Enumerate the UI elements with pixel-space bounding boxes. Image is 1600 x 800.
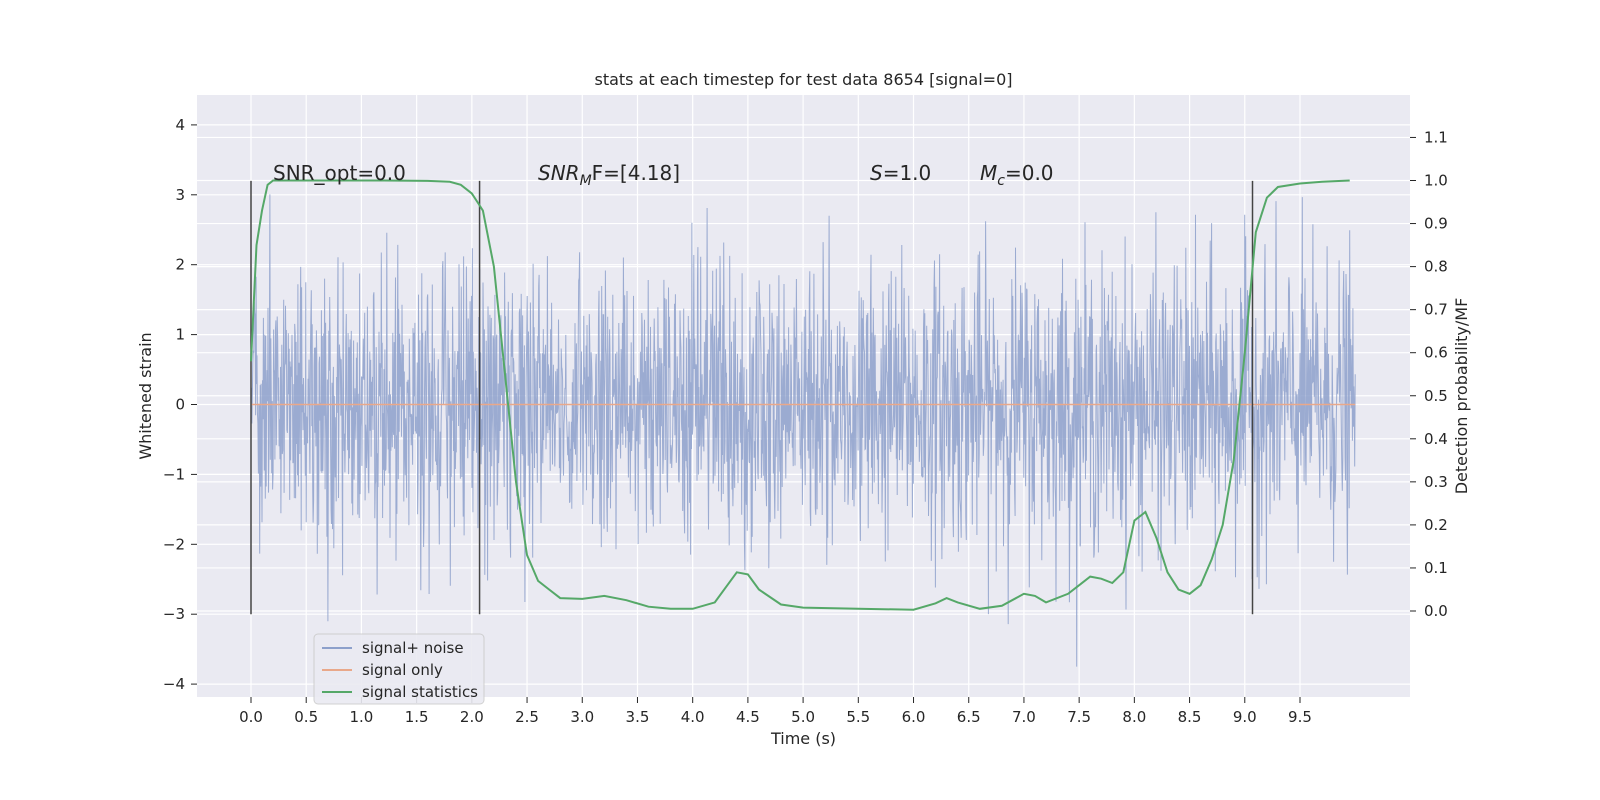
right-axis-label: Detection probability/MF bbox=[1452, 298, 1471, 495]
x-tick-label: 0.5 bbox=[294, 708, 318, 726]
series-signal-noise-line bbox=[250, 194, 1356, 667]
series-signal-statistics-line bbox=[250, 179, 1350, 611]
series-signal-noise bbox=[250, 194, 1356, 667]
right-tick-label: 1.1 bbox=[1424, 128, 1448, 146]
x-tick-label: 7.5 bbox=[1067, 708, 1091, 726]
x-tick-label: 1.0 bbox=[349, 708, 373, 726]
y-tick-label: −3 bbox=[163, 605, 185, 623]
right-axis-ticks: 1.1 1.0 0.9 0.8 0.7 0.6 0.5 0.4 0.3 0.2 0.1 0.0 bbox=[1410, 128, 1448, 620]
right-tick-label: 0.6 bbox=[1424, 344, 1448, 362]
x-tick-label: 8.5 bbox=[1178, 708, 1202, 726]
x-tick-label: 6.5 bbox=[957, 708, 981, 726]
annotation-1: SNRMF=[4.18] bbox=[538, 161, 680, 189]
x-tick-label: 2.0 bbox=[460, 708, 484, 726]
annotations: SNR_opt=0.0 SNRMF=[4.18] S=1.0 Mc=0.0 bbox=[273, 161, 1054, 189]
annotation-0: SNR_opt=0.0 bbox=[273, 161, 406, 185]
x-tick-label: 4.0 bbox=[681, 708, 705, 726]
x-tick-label: 6.0 bbox=[902, 708, 926, 726]
right-tick-label: 0.3 bbox=[1424, 473, 1448, 491]
annotation-2: S=1.0 bbox=[870, 161, 931, 185]
y-tick-label: 1 bbox=[175, 326, 185, 344]
x-tick-label: 9.5 bbox=[1288, 708, 1312, 726]
y-tick-label: 2 bbox=[175, 256, 185, 274]
x-axis-label: Time (s) bbox=[770, 729, 836, 748]
right-tick-label: 0.5 bbox=[1424, 387, 1448, 405]
right-tick-label: 0.7 bbox=[1424, 301, 1448, 319]
legend-label: signal only bbox=[362, 661, 443, 679]
x-tick-label: 3.0 bbox=[570, 708, 594, 726]
x-tick-label: 8.0 bbox=[1122, 708, 1146, 726]
x-tick-label: 3.5 bbox=[626, 708, 650, 726]
legend-label: signal statistics bbox=[362, 683, 478, 701]
y-axis-ticks: 4 3 2 1 0 −1 −2 −3 −4 bbox=[163, 116, 197, 693]
x-tick-label: 2.5 bbox=[515, 708, 539, 726]
y-tick-label: −4 bbox=[163, 675, 185, 693]
y-tick-label: −1 bbox=[163, 465, 185, 483]
right-tick-label: 0.9 bbox=[1424, 215, 1448, 233]
x-tick-label: 1.5 bbox=[405, 708, 429, 726]
x-tick-label: 5.5 bbox=[846, 708, 870, 726]
right-tick-label: 0.2 bbox=[1424, 516, 1448, 534]
right-tick-label: 0.0 bbox=[1424, 602, 1448, 620]
x-tick-label: 7.0 bbox=[1012, 708, 1036, 726]
right-tick-label: 0.8 bbox=[1424, 258, 1448, 276]
y-tick-label: −2 bbox=[163, 535, 185, 553]
y-axis-label: Whitened strain bbox=[136, 332, 155, 459]
annotation-3: Mc=0.0 bbox=[980, 161, 1054, 189]
series-signal-statistics bbox=[250, 179, 1350, 611]
x-axis-ticks: 0.0 0.5 1.0 1.5 2.0 2.5 3.0 3.5 4.0 4.5 5.0 5.5 6.0 6… bbox=[239, 697, 1312, 726]
x-tick-label: 9.0 bbox=[1233, 708, 1257, 726]
y-tick-label: 3 bbox=[175, 186, 185, 204]
chart-title: stats at each timestep for test data 865… bbox=[594, 70, 1012, 89]
right-tick-label: 0.4 bbox=[1424, 430, 1448, 448]
y-tick-label: 4 bbox=[175, 116, 185, 134]
x-tick-label: 0.0 bbox=[239, 708, 263, 726]
right-tick-label: 0.1 bbox=[1424, 559, 1448, 577]
y-tick-label: 0 bbox=[175, 396, 185, 414]
region-markers bbox=[250, 180, 1254, 615]
legend-label: signal+ noise bbox=[362, 639, 464, 657]
x-tick-label: 5.0 bbox=[791, 708, 815, 726]
x-tick-label: 4.5 bbox=[736, 708, 760, 726]
right-tick-label: 1.0 bbox=[1424, 172, 1448, 190]
legend: signal+ noise signal only signal statistic… bbox=[313, 633, 485, 705]
